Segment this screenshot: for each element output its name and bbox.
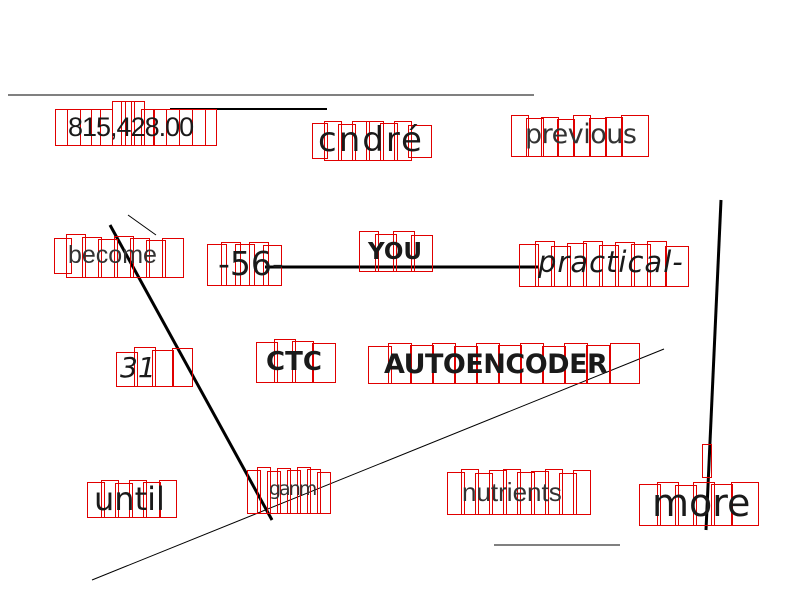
word-label: 31 (120, 351, 156, 384)
word-label: 815,428.00 (68, 112, 194, 142)
word-label: nutrients (462, 477, 562, 507)
word-label: ganm (269, 478, 317, 500)
word-label: CTC (266, 347, 322, 377)
long-diagonal-line (108, 224, 274, 521)
word-label: AUTOENCODER (384, 349, 608, 380)
bottom-diagonal-line (91, 348, 665, 581)
word-label: previous (525, 119, 637, 150)
word-label: become (68, 241, 157, 269)
small-diagonal-line (127, 214, 157, 236)
word-label: -56- (218, 244, 284, 283)
word-label: YOU (368, 239, 423, 265)
right-vertical-line (704, 199, 723, 531)
word-label: until (94, 480, 165, 518)
word-label: practical- (538, 245, 684, 279)
word-label: more (652, 481, 751, 525)
word-label: cndré (318, 120, 424, 160)
